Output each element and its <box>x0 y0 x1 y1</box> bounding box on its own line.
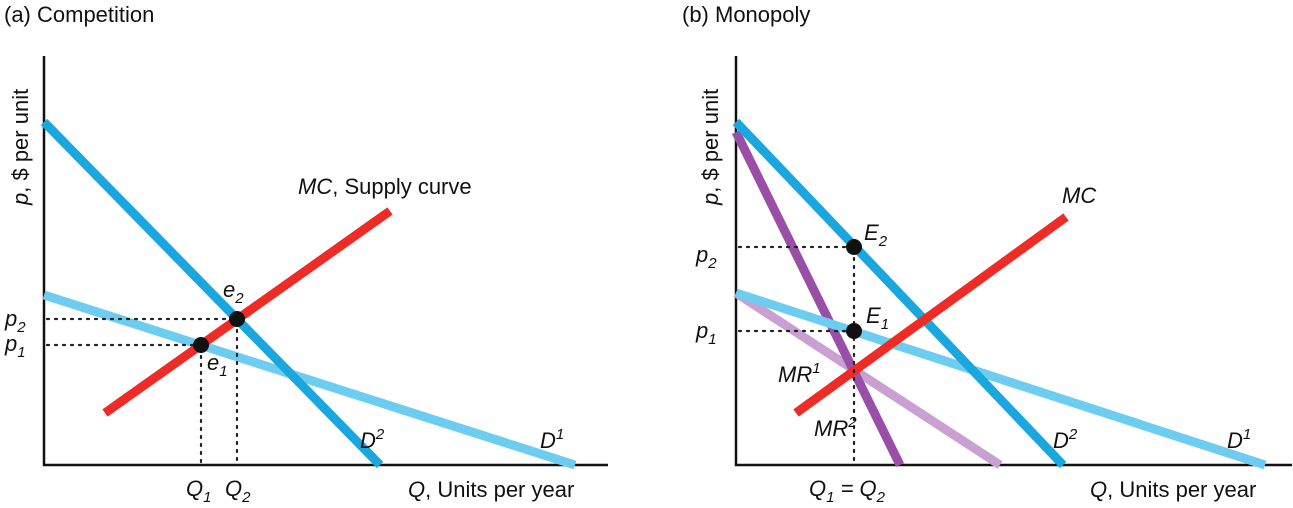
panel-a-q1-label: Q1 <box>186 476 211 506</box>
panel-b-d2-label: D2 <box>1053 426 1078 453</box>
panel-a-mc-label: MC, Supply curve <box>298 174 472 199</box>
panel-a-q2-label: Q2 <box>225 476 251 506</box>
panel-a-p2-label: p2 <box>4 306 26 336</box>
panel-b-demand-curve-d2 <box>732 118 1067 469</box>
panel-b-mr1-label: MR1 <box>778 360 821 387</box>
panel-a-y-axis-label: p, $ per unit <box>8 89 33 206</box>
panel-a-e2-label: e2 <box>223 277 244 307</box>
panel-b-y-axis-label: p, $ per unit <box>698 89 723 206</box>
panel-b-demand-curve-d1 <box>734 288 1267 470</box>
panel-a-d1-label: D1 <box>540 426 564 453</box>
panel-b-E1-label: E1 <box>866 303 889 333</box>
panel-b-p2-label: p2 <box>695 242 717 272</box>
panel-a-e1-label: e1 <box>207 350 228 380</box>
panel-a-x-axis-label: Q, Units per year <box>408 477 574 502</box>
panel-competition: (a) Competition p, $ per unit MC, Supply… <box>4 2 608 506</box>
panel-a-p1-label: p1 <box>4 331 26 361</box>
panel-b-mr-curve-2 <box>731 130 905 467</box>
panel-b-mc-label: MC <box>1062 183 1096 208</box>
panel-b-E2-label: E2 <box>864 220 888 250</box>
panel-a-y-axis-label-p: p <box>8 193 33 206</box>
panel-a-point-e2 <box>229 311 245 327</box>
panel-b-q-equality-label: Q1 = Q2 <box>809 476 886 506</box>
panel-b-point-E2 <box>846 239 862 255</box>
panel-a-demand-curve-d2 <box>40 118 384 469</box>
panel-b-p1-label: p1 <box>695 318 717 348</box>
panel-a-y-axis-label-text: , $ per unit <box>8 89 33 193</box>
panel-b-x-axis-label: Q, Units per year <box>1090 477 1256 502</box>
panel-a-demand-curve-d1 <box>42 290 577 470</box>
panel-monopoly: (b) Monopoly p, $ per unit MC E2 E1 p2 <box>682 2 1292 506</box>
panel-a-d2-label: D2 <box>360 426 385 453</box>
panel-b-mr-curve-1 <box>733 289 1003 469</box>
panel-b-point-E1 <box>846 323 862 339</box>
panel-b-d1-label: D1 <box>1227 426 1251 453</box>
panel-a-axes <box>42 56 608 467</box>
panel-a-point-e1 <box>193 337 209 353</box>
panel-b-mc-curve <box>793 213 1069 417</box>
panel-b-mr2-label: MR2 <box>814 414 857 441</box>
panel-b-axes <box>734 56 1292 467</box>
panel-b-title: (b) Monopoly <box>682 2 810 27</box>
panel-a-mc-supply-curve <box>102 207 393 417</box>
panel-a-title: (a) Competition <box>4 2 154 27</box>
